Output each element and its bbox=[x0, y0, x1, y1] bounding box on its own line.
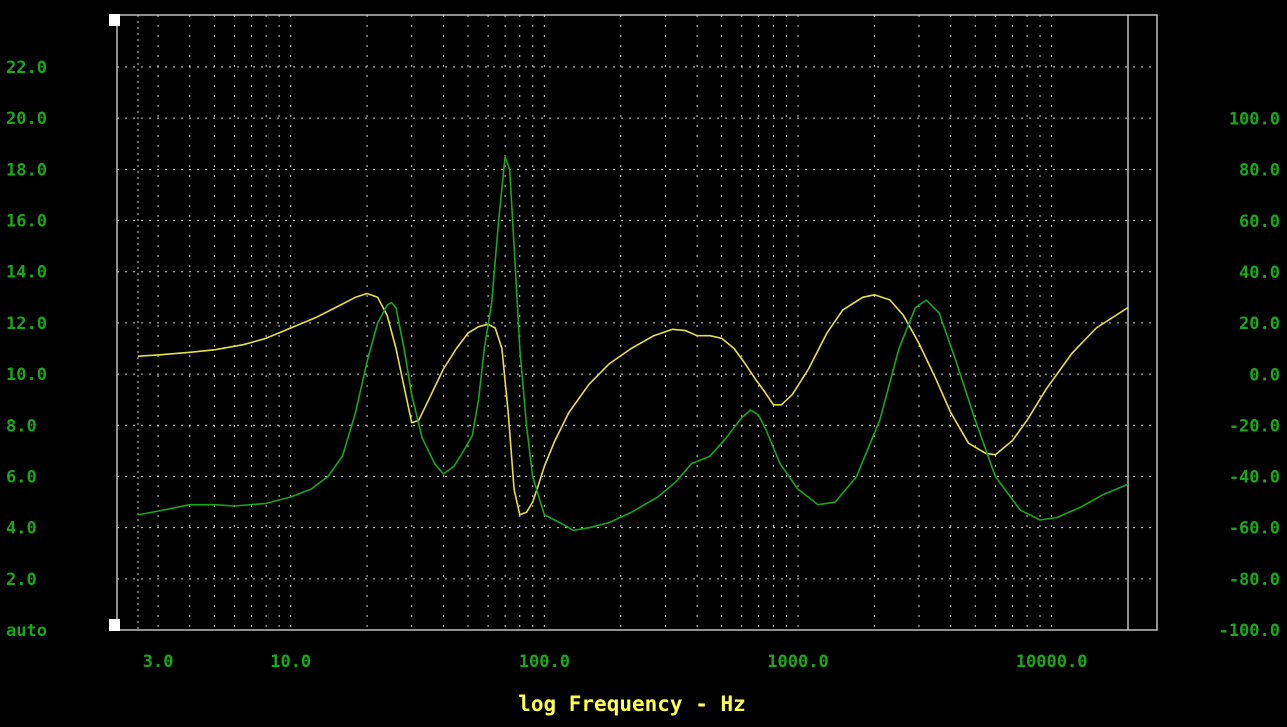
y-right-tick-label: -40.0 bbox=[1229, 468, 1280, 488]
y-left-tick-label: 16.0 bbox=[6, 212, 47, 232]
y-right-tick-label: -80.0 bbox=[1229, 570, 1280, 590]
top-marker bbox=[109, 14, 120, 26]
grid bbox=[117, 15, 1157, 630]
x-axis-label: log Frequency - Hz bbox=[518, 692, 746, 716]
x-tick-label: 3.0 bbox=[143, 652, 174, 672]
y-left-tick-label: 2.0 bbox=[6, 570, 37, 590]
yellow-series-line bbox=[137, 292, 1129, 516]
bottom-marker bbox=[109, 619, 120, 631]
y-left-tick-label: 22.0 bbox=[6, 58, 47, 78]
y-right-tick-label: 60.0 bbox=[1239, 212, 1280, 232]
x-tick-label: 100.0 bbox=[519, 652, 570, 672]
y-left-tick-label: auto bbox=[6, 621, 47, 641]
green-series-line bbox=[137, 156, 1129, 532]
y-right-tick-label: 20.0 bbox=[1239, 314, 1280, 334]
y-right-tick-label: 0.0 bbox=[1249, 365, 1280, 385]
y-left-tick-label: 20.0 bbox=[6, 109, 47, 129]
plot-border bbox=[116, 14, 1158, 631]
x-tick-label: 10.0 bbox=[270, 652, 311, 672]
y-left-tick-label: 4.0 bbox=[6, 519, 37, 539]
y-left-tick-label: 8.0 bbox=[6, 416, 37, 436]
y-left-tick-label: 14.0 bbox=[6, 263, 47, 283]
series-group bbox=[137, 156, 1129, 532]
y-right-tick-label: -20.0 bbox=[1229, 416, 1280, 436]
tick-labels: auto 2.0 4.0 6.0 8.0 10.0 12.0 14.0 16.0 18.0 20.0… bbox=[6, 58, 1280, 672]
x-tick-label: 10000.0 bbox=[1016, 652, 1088, 672]
x-tick-label: 1000.0 bbox=[767, 652, 828, 672]
y-left-tick-label: 6.0 bbox=[6, 467, 37, 487]
y-right-tick-label: 100.0 bbox=[1229, 110, 1280, 130]
y-right-tick-label: -100.0 bbox=[1219, 621, 1280, 641]
y-left-tick-label: 18.0 bbox=[6, 160, 47, 180]
plot-frame bbox=[109, 14, 1158, 631]
y-right-tick-label: 80.0 bbox=[1239, 161, 1280, 181]
y-left-tick-label: 12.0 bbox=[6, 314, 47, 334]
y-right-tick-label: 40.0 bbox=[1239, 263, 1280, 283]
y-left-tick-label: 10.0 bbox=[6, 365, 47, 385]
y-right-tick-label: -60.0 bbox=[1229, 519, 1280, 539]
